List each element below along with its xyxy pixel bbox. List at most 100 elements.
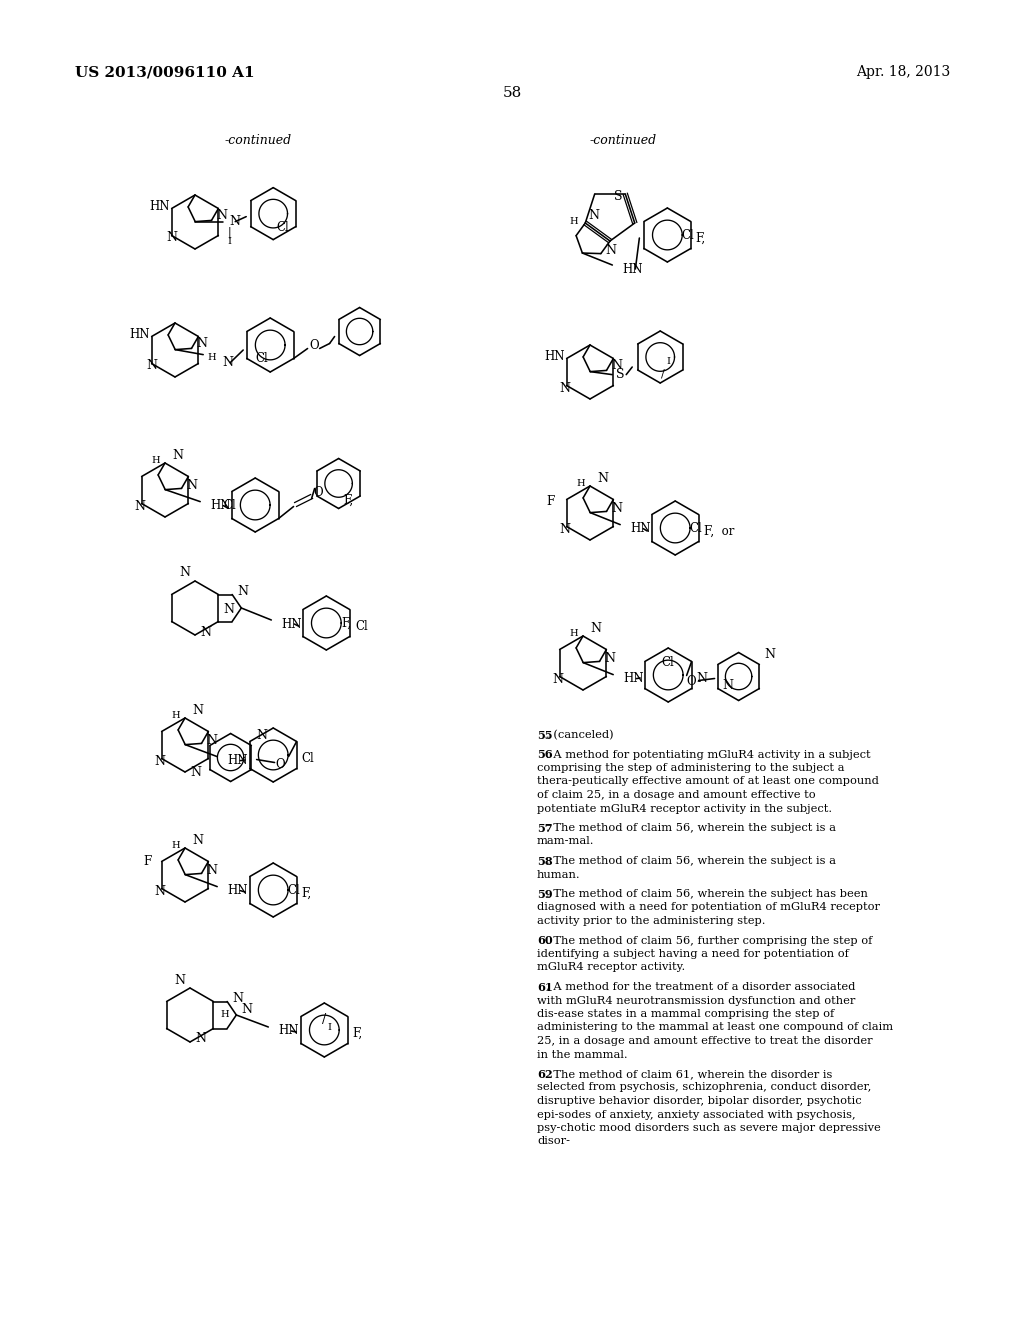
Text: N: N bbox=[559, 523, 570, 536]
Text: thera-peutically effective amount of at least one compound: thera-peutically effective amount of at … bbox=[537, 776, 879, 787]
Text: N: N bbox=[223, 603, 234, 616]
Text: S: S bbox=[616, 368, 625, 381]
Text: S: S bbox=[613, 190, 623, 203]
Text: disor-: disor- bbox=[537, 1137, 570, 1147]
Text: . (canceled): . (canceled) bbox=[547, 730, 614, 741]
Text: N: N bbox=[195, 1032, 206, 1045]
Text: H: H bbox=[577, 479, 586, 488]
Text: I: I bbox=[227, 238, 231, 246]
Text: Cl: Cl bbox=[662, 656, 675, 668]
Text: 58: 58 bbox=[503, 86, 521, 100]
Text: -continued: -continued bbox=[225, 133, 292, 147]
Text: dis-ease states in a mammal comprising the step of: dis-ease states in a mammal comprising t… bbox=[537, 1008, 835, 1019]
Text: N: N bbox=[193, 834, 203, 847]
Text: F: F bbox=[143, 855, 152, 869]
Text: . A method for potentiating mGluR4 activity in a subject: . A method for potentiating mGluR4 activ… bbox=[547, 750, 871, 759]
Text: N: N bbox=[155, 755, 165, 768]
Text: |: | bbox=[227, 227, 231, 239]
Text: N: N bbox=[155, 884, 165, 898]
Text: US 2013/0096110 A1: US 2013/0096110 A1 bbox=[75, 65, 255, 79]
Text: F,: F, bbox=[342, 616, 352, 630]
Text: N: N bbox=[222, 356, 233, 370]
Text: /: / bbox=[323, 1012, 327, 1026]
Text: HN: HN bbox=[623, 263, 643, 276]
Text: N: N bbox=[764, 648, 775, 661]
Text: N: N bbox=[179, 566, 190, 579]
Text: H: H bbox=[172, 711, 180, 721]
Text: H: H bbox=[569, 630, 579, 639]
Text: H: H bbox=[172, 841, 180, 850]
Text: epi-sodes of anxiety, anxiety associated with psychosis,: epi-sodes of anxiety, anxiety associated… bbox=[537, 1110, 856, 1119]
Text: O: O bbox=[310, 339, 319, 352]
Text: H: H bbox=[208, 354, 216, 362]
Text: N: N bbox=[146, 359, 157, 372]
Text: HN: HN bbox=[150, 201, 170, 214]
Text: N: N bbox=[207, 863, 217, 876]
Text: HN: HN bbox=[279, 1024, 299, 1038]
Text: disruptive behavior disorder, bipolar disorder, psychotic: disruptive behavior disorder, bipolar di… bbox=[537, 1096, 861, 1106]
Text: F,  or: F, or bbox=[703, 525, 734, 539]
Text: Cl: Cl bbox=[689, 521, 702, 535]
Text: /: / bbox=[662, 368, 666, 378]
Text: N: N bbox=[207, 734, 217, 747]
Text: human.: human. bbox=[537, 870, 581, 879]
Text: Cl: Cl bbox=[223, 499, 237, 512]
Text: N: N bbox=[590, 623, 601, 635]
Text: N: N bbox=[611, 502, 623, 515]
Text: I: I bbox=[667, 356, 671, 366]
Text: H: H bbox=[569, 218, 579, 226]
Text: identifying a subject having a need for potentiation of: identifying a subject having a need for … bbox=[537, 949, 849, 960]
Text: F: F bbox=[547, 495, 555, 508]
Text: mGluR4 receptor activity.: mGluR4 receptor activity. bbox=[537, 962, 685, 973]
Text: 61: 61 bbox=[537, 982, 553, 993]
Text: F,: F, bbox=[344, 494, 353, 507]
Text: O: O bbox=[275, 758, 286, 771]
Text: administering to the mammal at least one compound of claim: administering to the mammal at least one… bbox=[537, 1023, 893, 1032]
Text: in the mammal.: in the mammal. bbox=[537, 1049, 628, 1060]
Text: diagnosed with a need for potentiation of mGluR4 receptor: diagnosed with a need for potentiation o… bbox=[537, 903, 880, 912]
Text: N: N bbox=[186, 479, 198, 492]
Text: N: N bbox=[552, 673, 563, 686]
Text: N: N bbox=[174, 974, 185, 986]
Text: O: O bbox=[687, 675, 696, 688]
Text: 55: 55 bbox=[537, 730, 553, 741]
Text: N: N bbox=[197, 337, 208, 350]
Text: N: N bbox=[238, 585, 248, 598]
Text: HN: HN bbox=[282, 618, 302, 631]
Text: 57: 57 bbox=[537, 822, 553, 834]
Text: HN: HN bbox=[545, 350, 565, 363]
Text: activity prior to the administering step.: activity prior to the administering step… bbox=[537, 916, 766, 927]
Text: HN: HN bbox=[227, 754, 248, 767]
Text: F,: F, bbox=[302, 887, 311, 900]
Text: potentiate mGluR4 receptor activity in the subject.: potentiate mGluR4 receptor activity in t… bbox=[537, 804, 833, 813]
Text: HN: HN bbox=[227, 884, 248, 898]
Text: Cl: Cl bbox=[302, 752, 314, 766]
Text: O: O bbox=[313, 486, 324, 499]
Text: H: H bbox=[152, 457, 161, 466]
Text: H: H bbox=[221, 1010, 229, 1019]
Text: N: N bbox=[723, 678, 734, 692]
Text: Cl: Cl bbox=[276, 222, 289, 234]
Text: N: N bbox=[190, 766, 202, 779]
Text: 58: 58 bbox=[537, 855, 553, 867]
Text: 25, in a dosage and amount effective to treat the disorder: 25, in a dosage and amount effective to … bbox=[537, 1036, 872, 1045]
Text: N: N bbox=[172, 449, 183, 462]
Text: Apr. 18, 2013: Apr. 18, 2013 bbox=[856, 65, 950, 79]
Text: comprising the step of administering to the subject a: comprising the step of administering to … bbox=[537, 763, 845, 774]
Text: psy-chotic mood disorders such as severe major depressive: psy-chotic mood disorders such as severe… bbox=[537, 1123, 881, 1133]
Text: of claim 25, in a dosage and amount effective to: of claim 25, in a dosage and amount effe… bbox=[537, 789, 816, 800]
Text: Cl: Cl bbox=[256, 351, 268, 364]
Text: N: N bbox=[559, 381, 570, 395]
Text: N: N bbox=[604, 652, 615, 665]
Text: . The method of claim 56, wherein the subject is a: . The method of claim 56, wherein the su… bbox=[547, 855, 837, 866]
Text: HN: HN bbox=[630, 523, 650, 535]
Text: Cl: Cl bbox=[355, 620, 369, 634]
Text: N: N bbox=[611, 359, 623, 372]
Text: N: N bbox=[597, 473, 608, 486]
Text: . The method of claim 61, wherein the disorder is: . The method of claim 61, wherein the di… bbox=[547, 1069, 833, 1078]
Text: N: N bbox=[200, 626, 211, 639]
Text: N: N bbox=[696, 672, 708, 685]
Text: 56: 56 bbox=[537, 750, 553, 760]
Text: N: N bbox=[134, 500, 145, 513]
Text: . The method of claim 56, wherein the subject has been: . The method of claim 56, wherein the su… bbox=[547, 888, 868, 899]
